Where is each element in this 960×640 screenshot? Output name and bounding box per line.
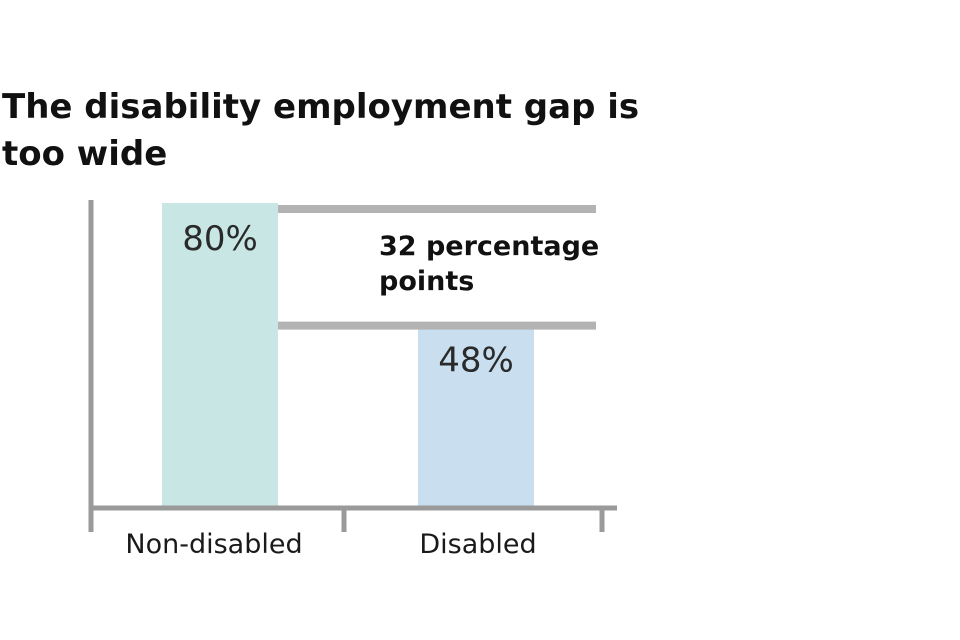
bar-non-disabled	[162, 203, 278, 507]
value-label-non-disabled: 80%	[182, 219, 258, 259]
value-label-disabled: 48%	[438, 341, 514, 381]
gap-label-line-1: 32 percentage	[379, 231, 599, 262]
tick-label-non-disabled: Non-disabled	[125, 529, 302, 560]
gap-label-line-2: points	[379, 266, 474, 297]
tick-label-disabled: Disabled	[419, 529, 536, 560]
bar-disabled	[418, 324, 534, 507]
chart-title: The disability employment gap is too wid…	[2, 87, 640, 174]
